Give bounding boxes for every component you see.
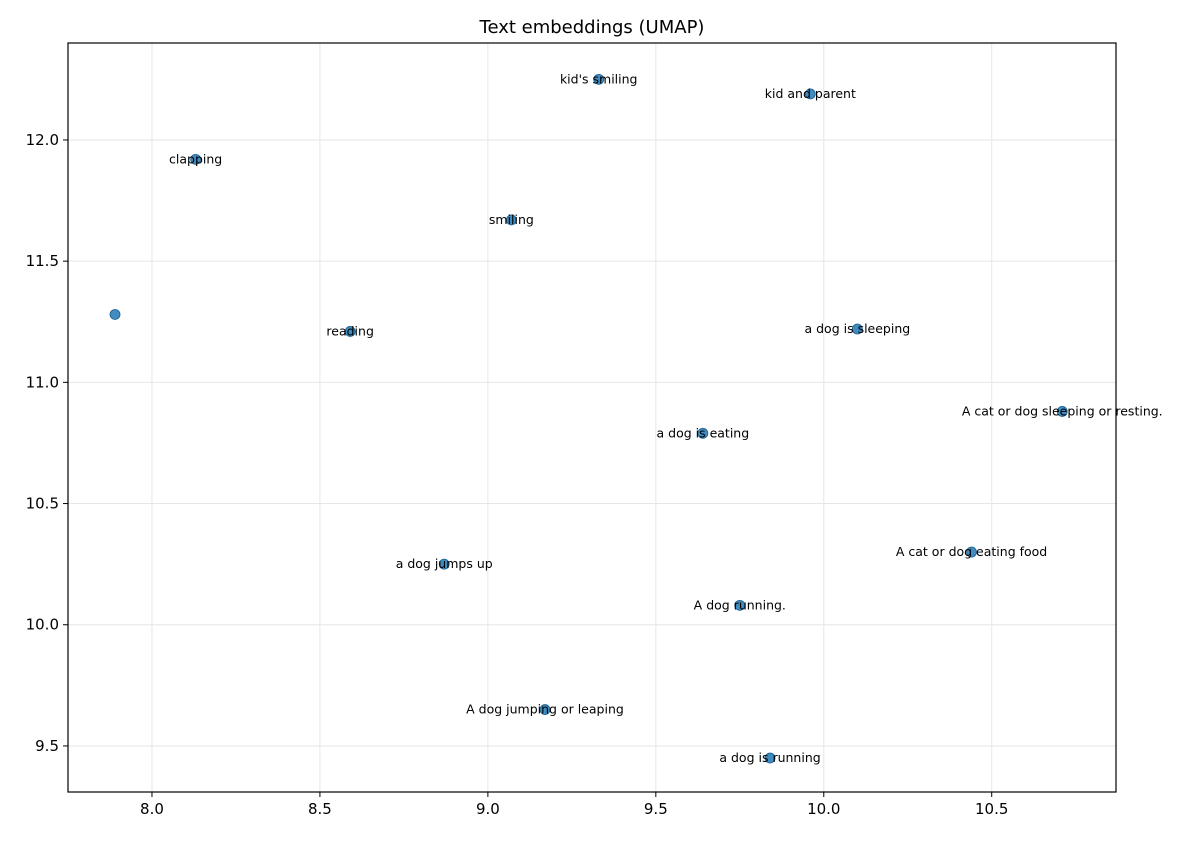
y-tick-label: 10.0 xyxy=(26,616,59,634)
scatter-point xyxy=(593,73,605,85)
x-tick-label: 10.5 xyxy=(975,800,1008,818)
x-tick-label: 8.5 xyxy=(308,800,332,818)
point-layer xyxy=(109,73,1068,764)
y-tick-label: 10.5 xyxy=(26,495,59,513)
scatter-point xyxy=(764,752,776,764)
x-tick-label: 9.0 xyxy=(476,800,500,818)
point-label: a dog is running xyxy=(719,750,820,765)
point-label: A cat or dog sleeping or resting. xyxy=(962,403,1163,418)
point-label: a dog is eating xyxy=(657,425,750,440)
scatter-point xyxy=(190,153,202,165)
scatter-point xyxy=(804,88,816,100)
chart-title: Text embeddings (UMAP) xyxy=(479,17,705,38)
scatter-point xyxy=(344,326,356,337)
scatter-point xyxy=(1056,406,1068,417)
point-label: A dog jumping or leaping xyxy=(466,702,624,717)
scatter-point xyxy=(966,546,977,558)
x-tick-label: 8.0 xyxy=(140,800,164,818)
axes-frame xyxy=(67,42,1117,793)
scatter-point xyxy=(734,599,746,611)
tick-layer: 8.0 8.5 9.0 9.5 10.0 10.5 9.5 10.0 10.5 11.0 11.5 1… xyxy=(26,131,1009,818)
point-label: reading xyxy=(326,323,373,338)
point-label: A dog running. xyxy=(694,597,786,612)
x-tick-label: 10.0 xyxy=(807,800,840,818)
scatter-point xyxy=(851,323,863,335)
label-layer: kid's smiling kid and parent clapping smili… xyxy=(169,71,1163,765)
scatter-point xyxy=(697,427,709,439)
point-label: A cat or dog eating food xyxy=(896,544,1047,559)
point-label: kid's smiling xyxy=(560,71,638,86)
scatter-point xyxy=(438,558,450,570)
point-label: a dog jumps up xyxy=(396,556,493,571)
y-tick-label: 11.5 xyxy=(26,252,59,270)
x-tick-label: 9.5 xyxy=(644,800,668,818)
grid-layer xyxy=(68,43,1116,792)
y-tick-label: 11.0 xyxy=(26,373,59,391)
scatter-point xyxy=(109,309,121,320)
y-tick-label: 12.0 xyxy=(26,131,59,149)
point-label: clapping xyxy=(169,151,222,166)
y-tick-label: 9.5 xyxy=(35,737,59,755)
point-label: kid and parent xyxy=(765,86,856,101)
scatter-point xyxy=(539,704,551,715)
point-label: smiling xyxy=(489,212,534,227)
scatter-point xyxy=(505,214,517,226)
point-label: a dog is sleeping xyxy=(804,321,910,336)
